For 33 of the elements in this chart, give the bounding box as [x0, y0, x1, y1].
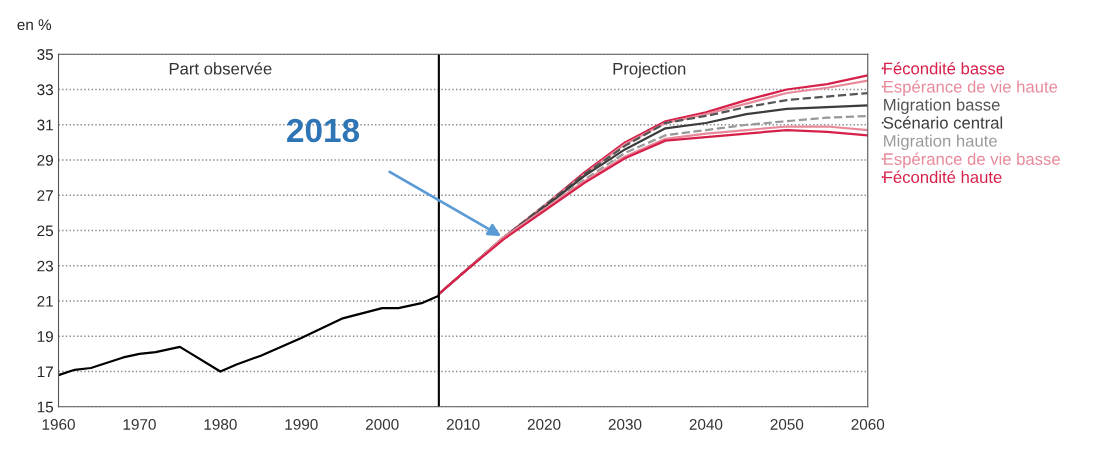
y-tick-label: 27: [37, 190, 53, 201]
y-tick-label: 21: [37, 295, 53, 307]
x-tick-label: 2060: [851, 419, 885, 430]
y-tick-label: 35: [37, 49, 54, 60]
y-tick-label: 33: [37, 84, 53, 96]
x-tick-label: 1990: [285, 419, 318, 430]
y-tick-label: 29: [37, 154, 53, 166]
y-tick-label: 25: [37, 225, 54, 237]
y-tick-label: 17: [37, 366, 53, 378]
y-tick-label: 31: [37, 119, 53, 131]
x-tick-label: 2010: [446, 419, 480, 430]
series-label: Migration basse: [884, 98, 1000, 114]
y-tick-label: 15: [37, 401, 54, 413]
x-tick-label: 2040: [689, 419, 723, 430]
x-tick-label: 1960: [42, 419, 75, 430]
y-tick-label: 23: [37, 260, 53, 272]
x-tick-label: 2020: [527, 419, 561, 430]
legend-label: Scénario central: [883, 116, 1003, 129]
x-tick-label: 1970: [123, 419, 156, 430]
legend-label: Espérance de vie basse: [884, 152, 1060, 169]
series-label: Migration haute: [884, 134, 997, 151]
x-tick-label: 2030: [608, 419, 642, 430]
annotation: Projection: [613, 62, 686, 78]
y-axis-title: en %: [17, 19, 52, 31]
x-tick-label: 2050: [770, 419, 804, 430]
legend-label: Espérance de vie haute: [884, 80, 1058, 96]
legend-label: Fécondité haute: [884, 170, 1002, 184]
legend-label: Fécondité basse: [884, 61, 1005, 75]
y-tick-label: 19: [37, 331, 53, 342]
annotation: 2018: [287, 118, 360, 143]
annotation: Part observée: [169, 62, 272, 75]
x-tick-label: 1980: [204, 419, 237, 430]
x-tick-label: 2000: [365, 419, 399, 430]
